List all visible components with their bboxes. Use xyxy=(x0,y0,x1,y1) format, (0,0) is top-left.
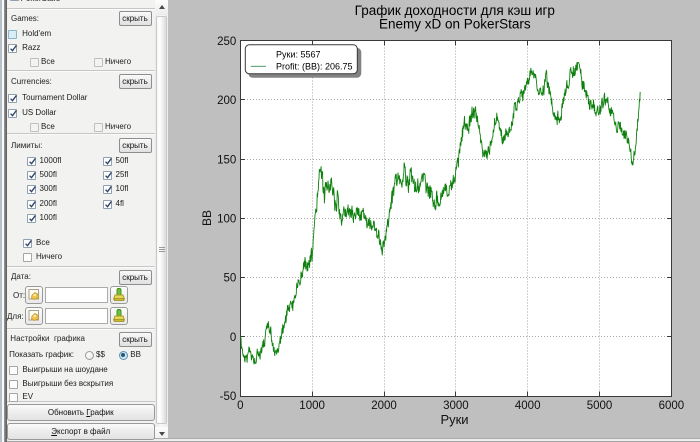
svg-text:5000: 5000 xyxy=(587,400,613,412)
svg-text:100: 100 xyxy=(217,214,236,226)
svg-text:3000: 3000 xyxy=(443,400,469,412)
svg-text:2000: 2000 xyxy=(371,400,397,412)
svg-text:0: 0 xyxy=(237,400,243,412)
svg-text:График доходности для кэш игр: График доходности для кэш игр xyxy=(355,3,555,18)
svg-text:50: 50 xyxy=(224,273,237,285)
svg-text:4000: 4000 xyxy=(515,400,541,412)
svg-text:6000: 6000 xyxy=(659,400,685,412)
svg-text:0: 0 xyxy=(230,332,236,344)
svg-text:200: 200 xyxy=(217,95,236,107)
svg-text:150: 150 xyxy=(217,154,236,166)
svg-text:BB: BB xyxy=(200,210,214,226)
svg-text:Руки: Руки xyxy=(440,412,468,427)
svg-text:1000: 1000 xyxy=(299,400,325,412)
svg-text:Profit: (BB): 206.75: Profit: (BB): 206.75 xyxy=(276,62,353,72)
svg-text:Руки: 5567: Руки: 5567 xyxy=(276,49,321,59)
svg-text:250: 250 xyxy=(217,36,236,48)
svg-text:Enemy xD on PokerStars: Enemy xD on PokerStars xyxy=(379,16,531,31)
svg-text:-50: -50 xyxy=(220,391,237,403)
